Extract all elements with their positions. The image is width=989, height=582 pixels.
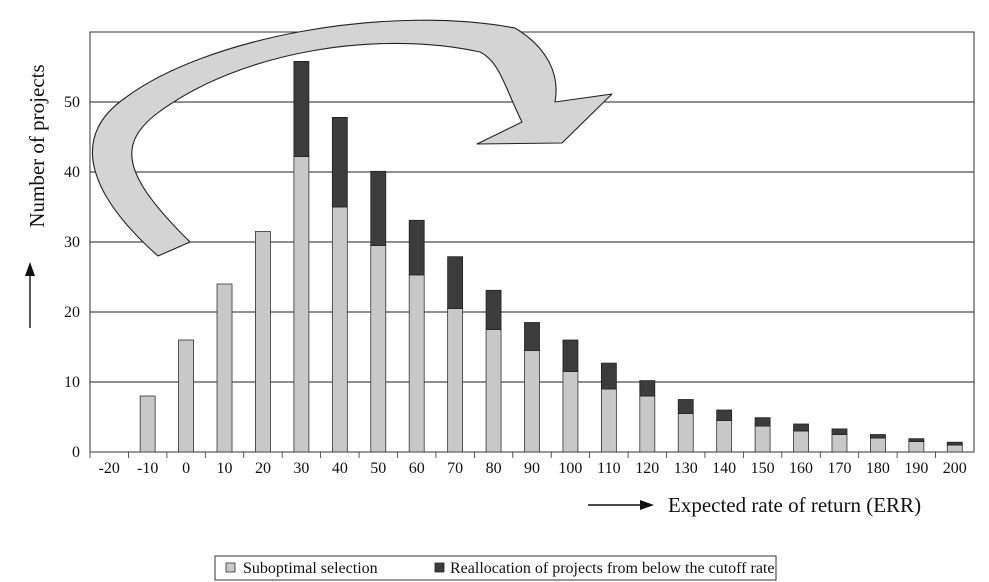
bar-suboptimal-20 (255, 231, 271, 453)
bar-suboptimal-190 (908, 441, 925, 453)
bar-reallocation-80 (485, 289, 502, 330)
bar-suboptimal-100 (562, 371, 579, 453)
bar-suboptimal-200 (946, 444, 963, 453)
bar-suboptimal-150 (754, 425, 771, 453)
x-tick-label: 70 (447, 460, 463, 477)
x-tick-label: 0 (182, 460, 190, 477)
legend-label-suboptimal: Suboptimal selection (243, 560, 378, 577)
x-axis-title: Expected rate of return (ERR) (668, 493, 921, 517)
x-tick-label: 90 (524, 460, 540, 477)
y-tick-label: 0 (72, 444, 80, 461)
bar-suboptimal-140 (716, 420, 733, 453)
bars (139, 61, 963, 453)
bar-reallocation-100 (562, 339, 579, 372)
bar-reallocation-160 (793, 423, 809, 432)
bar-suboptimal-30 (293, 156, 310, 453)
bar-suboptimal-170 (831, 434, 848, 453)
bar-reallocation-90 (524, 322, 540, 351)
x-tick-label: 140 (712, 460, 736, 477)
bar-suboptimal-50 (370, 245, 387, 453)
x-tick-label: 40 (332, 460, 348, 477)
bar-reallocation-150 (754, 417, 771, 427)
x-tick-label: 110 (597, 460, 620, 477)
bar-reallocation-190 (908, 438, 925, 442)
bar-reallocation-50 (370, 170, 387, 246)
bar-reallocation-40 (331, 117, 348, 208)
y-tick-label: 10 (64, 374, 80, 391)
x-tick-label: 10 (217, 460, 233, 477)
x-tick-label: 100 (558, 460, 582, 477)
y-tick-labels: 0 10 20 30 40 50 (64, 94, 80, 461)
y-tick-label: 30 (64, 234, 80, 251)
x-tick-label: 130 (674, 460, 698, 477)
legend-box (214, 555, 777, 581)
bar-suboptimal-120 (639, 395, 656, 453)
y-axis-title: Number of projects (25, 64, 49, 227)
right-arrow-icon (588, 500, 654, 510)
x-tick-labels: -20 -10 0 10 20 30 40 50 60 70 80 90 100 110 120 130 140… (89, 452, 967, 477)
bar-suboptimal-160 (793, 430, 809, 453)
bar-reallocation-170 (831, 428, 848, 435)
legend: Suboptimal selection Reallocation of pro… (214, 555, 777, 581)
x-tick-label: -20 (99, 460, 120, 477)
x-tick-label: 120 (635, 460, 659, 477)
bar-suboptimal-90 (524, 350, 540, 453)
bar-reallocation-70 (447, 256, 464, 309)
bar-suboptimal--10 (139, 395, 156, 453)
bar-suboptimal-0 (178, 339, 194, 453)
bar-reallocation-60 (408, 219, 425, 276)
bar-reallocation-110 (600, 362, 617, 390)
legend-swatch-suboptimal (225, 562, 236, 573)
bar-suboptimal-70 (447, 308, 464, 453)
bar-reallocation-30 (293, 61, 310, 157)
y-tick-label: 20 (64, 304, 80, 321)
bar-suboptimal-80 (485, 329, 502, 453)
bar-reallocation-180 (870, 434, 886, 439)
x-tick-label: 30 (293, 460, 309, 477)
x-tick-label: 20 (255, 460, 271, 477)
legend-label-reallocation: Reallocation of projects from below the … (450, 560, 774, 577)
bar-suboptimal-10 (216, 283, 233, 453)
x-tick-label: 80 (486, 460, 502, 477)
x-tick-label: 180 (866, 460, 890, 477)
bar-reallocation-200 (946, 441, 963, 446)
bar-reallocation-120 (639, 380, 656, 397)
x-tick-label: 190 (904, 460, 928, 477)
x-tick-label: 160 (789, 460, 813, 477)
up-arrow-icon (25, 262, 35, 328)
y-tick-label: 50 (64, 94, 80, 111)
bar-suboptimal-40 (331, 206, 348, 453)
x-tick-label: 170 (827, 460, 851, 477)
bar-suboptimal-60 (408, 274, 425, 453)
bar-reallocation-130 (677, 399, 694, 414)
curved-arrow-icon (92, 19, 613, 257)
bar-suboptimal-110 (600, 388, 617, 453)
x-tick-label: 200 (943, 460, 967, 477)
y-tick-label: 40 (64, 164, 80, 181)
x-tick-label: 150 (751, 460, 775, 477)
x-tick-label: -10 (137, 460, 158, 477)
x-tick-label: 50 (370, 460, 386, 477)
bar-suboptimal-180 (870, 437, 886, 453)
x-tick-label: 60 (409, 460, 425, 477)
bar-reallocation-140 (716, 409, 733, 421)
bar-suboptimal-130 (677, 413, 694, 453)
legend-swatch-reallocation (434, 562, 445, 573)
